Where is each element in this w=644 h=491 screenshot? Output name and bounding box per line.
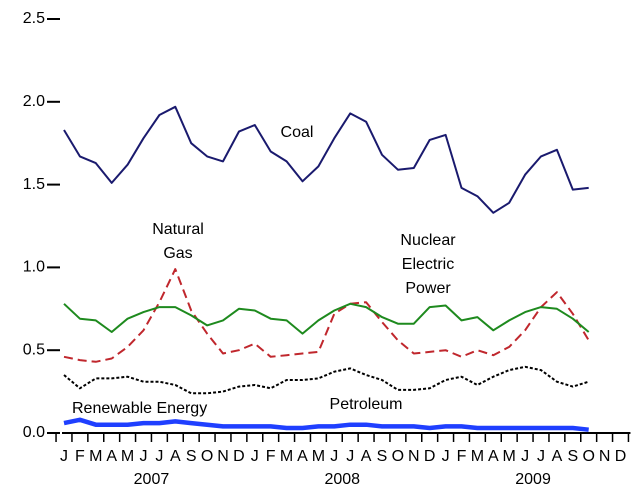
label-line: Nuclear bbox=[400, 232, 456, 249]
x-tick-label: J bbox=[330, 448, 338, 465]
x-tick-label: A bbox=[488, 448, 499, 465]
series-line bbox=[63, 268, 590, 363]
y-tick-label: 0.0 bbox=[23, 424, 45, 441]
year-label: 2009 bbox=[515, 471, 551, 488]
x-tick-label: M bbox=[471, 448, 484, 465]
series-label: Natural Gas bbox=[152, 221, 204, 262]
x-tick-label: M bbox=[280, 448, 293, 465]
x-tick-label: J bbox=[521, 448, 529, 465]
x-tick-label: O bbox=[582, 448, 594, 465]
series-line bbox=[63, 105, 589, 214]
x-tick-label: M bbox=[312, 448, 325, 465]
x-tick-label: A bbox=[170, 448, 181, 465]
x-tick-label: F bbox=[266, 448, 276, 465]
series-label: Coal bbox=[281, 124, 314, 141]
x-tick-label: J bbox=[442, 448, 450, 465]
x-tick-label: J bbox=[155, 448, 163, 465]
label-line: Gas bbox=[163, 245, 192, 262]
series-label: Nuclear Electric Power bbox=[400, 232, 456, 297]
x-tick-label: O bbox=[201, 448, 213, 465]
label-line: Natural bbox=[152, 221, 204, 238]
series-label: Renewable Energy bbox=[72, 400, 207, 417]
x-tick-label: M bbox=[121, 448, 134, 465]
x-tick-label: O bbox=[392, 448, 404, 465]
x-tick-label: A bbox=[106, 448, 117, 465]
series-line bbox=[63, 417, 589, 432]
x-tick-label: A bbox=[361, 448, 372, 465]
x-tick-label: S bbox=[377, 448, 388, 465]
x-tick-label: D bbox=[615, 448, 627, 465]
x-tick-label: D bbox=[233, 448, 245, 465]
x-tick-label: N bbox=[599, 448, 611, 465]
y-tick-label: 1.0 bbox=[23, 259, 45, 276]
label-line: Power bbox=[405, 280, 451, 297]
y-tick-label: 0.5 bbox=[23, 341, 45, 358]
x-tick-label: S bbox=[186, 448, 197, 465]
x-tick-label: M bbox=[89, 448, 102, 465]
x-tick-label: A bbox=[552, 448, 563, 465]
y-tick-label: 2.0 bbox=[23, 93, 45, 110]
label-line: Electric bbox=[402, 256, 454, 273]
x-tick-label: D bbox=[424, 448, 436, 465]
year-label: 2008 bbox=[324, 471, 360, 488]
series-label: Petroleum bbox=[330, 396, 403, 413]
x-tick-label: F bbox=[457, 448, 467, 465]
year-label: 2007 bbox=[134, 471, 170, 488]
x-tick-label: S bbox=[567, 448, 578, 465]
x-tick-label: J bbox=[537, 448, 545, 465]
y-tick-label: 2.5 bbox=[23, 10, 45, 27]
x-tick-label: J bbox=[60, 448, 68, 465]
x-tick-label: A bbox=[297, 448, 308, 465]
x-tick-label: M bbox=[503, 448, 516, 465]
x-tick-label: J bbox=[251, 448, 259, 465]
x-tick-label: N bbox=[408, 448, 420, 465]
x-tick-label: J bbox=[140, 448, 148, 465]
y-tick-label: 1.5 bbox=[23, 176, 45, 193]
x-tick-label: N bbox=[217, 448, 229, 465]
x-tick-label: F bbox=[75, 448, 85, 465]
series-line bbox=[63, 365, 589, 395]
series-line bbox=[63, 302, 590, 335]
x-tick-label: J bbox=[346, 448, 354, 465]
